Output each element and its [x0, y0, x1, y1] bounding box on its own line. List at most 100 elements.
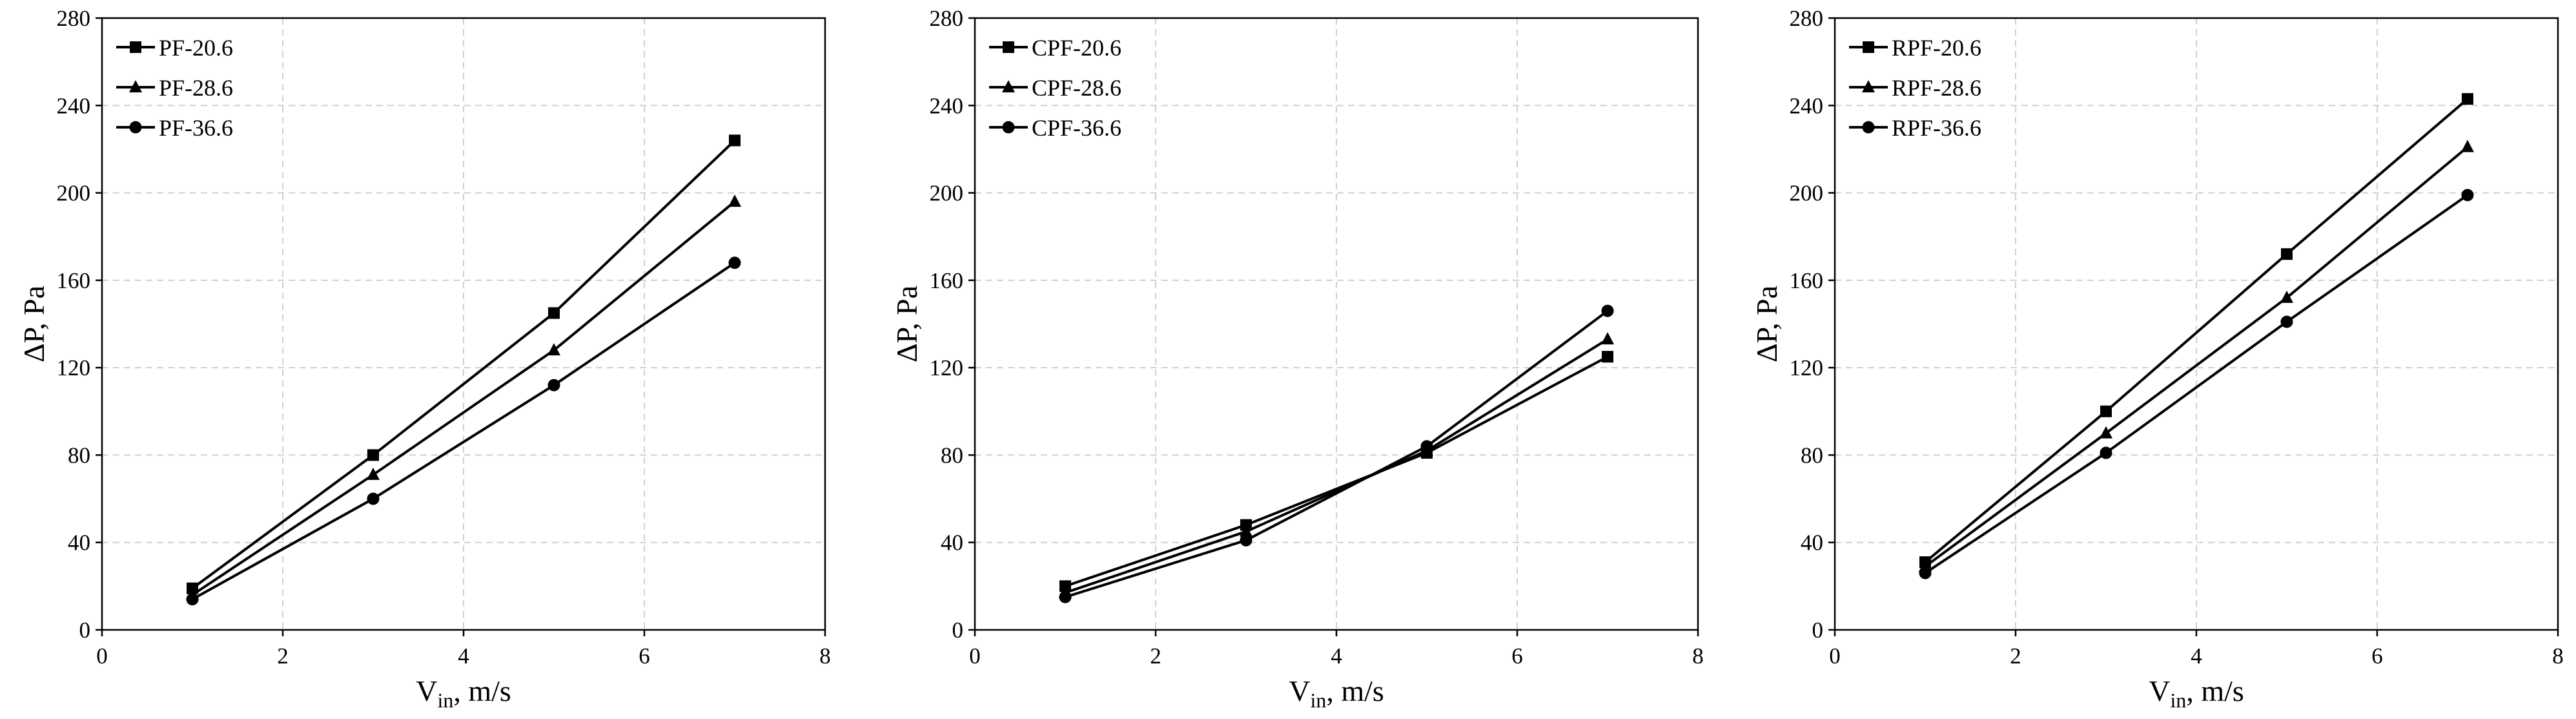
y-tick-label: 40 — [68, 530, 90, 556]
legend-label: CPF-20.6 — [1032, 35, 1121, 61]
x-axis-title-main: V — [1289, 674, 1310, 707]
series-CPF-36.6 — [1059, 304, 1614, 603]
data-point — [367, 449, 379, 461]
data-point — [547, 379, 560, 391]
data-point — [729, 134, 741, 147]
series-line — [1065, 355, 1608, 588]
x-axis-title-subscript: in — [437, 689, 453, 712]
x-tick-label: 4 — [458, 643, 469, 669]
y-tick-label: 280 — [1790, 6, 1824, 31]
x-axis-title-units: , m/s — [2186, 674, 2244, 707]
data-point — [2461, 140, 2474, 152]
series-line — [191, 200, 736, 596]
y-tick-label: 120 — [57, 355, 91, 380]
x-tick-label: 8 — [819, 643, 831, 669]
x-tick-label: 8 — [1692, 643, 1704, 669]
y-tick-label: 40 — [941, 530, 963, 556]
legend-label: CPF-28.6 — [1032, 75, 1121, 101]
x-tick-label: 4 — [1331, 643, 1342, 669]
data-point — [728, 256, 741, 269]
legend-label: CPF-36.6 — [1032, 115, 1121, 141]
data-point — [186, 593, 199, 606]
y-tick-label: 80 — [1801, 443, 1823, 468]
legend-marker — [130, 41, 141, 53]
x-tick-label: 6 — [1511, 643, 1523, 669]
y-tick-label: 120 — [1790, 355, 1824, 380]
data-point — [2100, 446, 2112, 459]
series-PF-28.6 — [186, 194, 741, 600]
chart-2: 0 40 80 120 160 200 240 280 0 2 4 6 8 Vin, m/s ΔP, Pa C… — [890, 6, 1704, 712]
data-point — [728, 194, 741, 207]
gridlines — [975, 18, 1698, 630]
data-point — [1420, 440, 1433, 453]
series-line — [1065, 338, 1609, 594]
data-point — [2281, 248, 2293, 260]
x-axis-title-main: V — [2149, 674, 2170, 707]
y-tick-label: 240 — [930, 93, 964, 118]
y-tick-label: 280 — [930, 6, 964, 31]
legend: PF-20.6 PF-28.6 PF-36.6 — [116, 35, 233, 141]
x-axis-title: Vin, m/s — [2149, 674, 2244, 712]
legend: CPF-20.6 CPF-28.6 CPF-36.6 — [989, 35, 1121, 141]
y-tick-label: 120 — [930, 355, 964, 380]
legend-label: PF-36.6 — [159, 115, 233, 141]
x-axis-title-subscript: in — [2170, 689, 2186, 712]
legend-marker — [1863, 41, 1874, 53]
data-point — [2100, 426, 2112, 439]
data-point — [1240, 534, 1252, 547]
y-tick-label: 200 — [930, 181, 964, 206]
x-tick-label: 0 — [969, 643, 981, 669]
data-point — [367, 467, 380, 480]
y-tick-label: 160 — [57, 268, 91, 293]
legend-marker — [129, 121, 142, 134]
data-point — [548, 307, 560, 319]
data-point — [1601, 304, 1614, 317]
y-tick-label: 240 — [57, 93, 91, 118]
legend: RPF-20.6 RPF-28.6 RPF-36.6 — [1849, 35, 1981, 141]
y-axis-title: ΔP, Pa — [890, 286, 923, 362]
series-RPF-20.6 — [1919, 93, 2473, 568]
series-line — [1065, 309, 1609, 599]
data-point — [2280, 290, 2293, 303]
legend-label: RPF-20.6 — [1892, 35, 1981, 61]
data-point — [1601, 332, 1614, 345]
x-axis-title: Vin, m/s — [1289, 674, 1384, 712]
x-axis-title-units: , m/s — [1326, 674, 1384, 707]
series-line — [1924, 194, 2469, 574]
data-point — [1240, 524, 1252, 537]
y-tick-label: 160 — [930, 268, 964, 293]
legend-marker — [1862, 121, 1875, 134]
y-tick-label: 80 — [941, 443, 963, 468]
y-tick-label: 240 — [1790, 93, 1824, 118]
x-tick-label: 6 — [639, 643, 650, 669]
legend-label: RPF-28.6 — [1892, 75, 1981, 101]
x-axis-title: Vin, m/s — [416, 674, 511, 712]
x-tick-label: 6 — [2371, 643, 2383, 669]
x-tick-label: 8 — [2552, 643, 2564, 669]
series-PF-36.6 — [186, 256, 741, 606]
gridlines — [1835, 18, 2558, 630]
y-tick-label: 0 — [79, 618, 91, 643]
y-tick-label: 160 — [1790, 268, 1824, 293]
data-point — [367, 492, 380, 505]
series-RPF-28.6 — [1919, 140, 2474, 572]
legend-marker — [1002, 80, 1015, 92]
x-tick-label: 0 — [1829, 643, 1841, 669]
x-tick-label: 0 — [96, 643, 108, 669]
chart-3: 0 40 80 120 160 200 240 280 0 2 4 6 8 Vin, m/s ΔP, Pa R… — [1750, 6, 2564, 712]
data-point — [547, 343, 560, 356]
y-tick-label: 200 — [57, 181, 91, 206]
y-tick-label: 40 — [1801, 530, 1823, 556]
x-axis-title-main: V — [416, 674, 437, 707]
x-axis-title-units: , m/s — [453, 674, 511, 707]
legend-marker — [1002, 121, 1015, 134]
series-line — [1924, 98, 2469, 563]
legend-label: PF-20.6 — [159, 35, 233, 61]
y-tick-label: 280 — [57, 6, 91, 31]
x-tick-label: 4 — [2191, 643, 2202, 669]
data-point — [2462, 93, 2473, 105]
series-RPF-36.6 — [1919, 189, 2474, 579]
x-tick-label: 2 — [1150, 643, 1161, 669]
y-tick-label: 200 — [1790, 181, 1824, 206]
series-line — [192, 262, 736, 601]
